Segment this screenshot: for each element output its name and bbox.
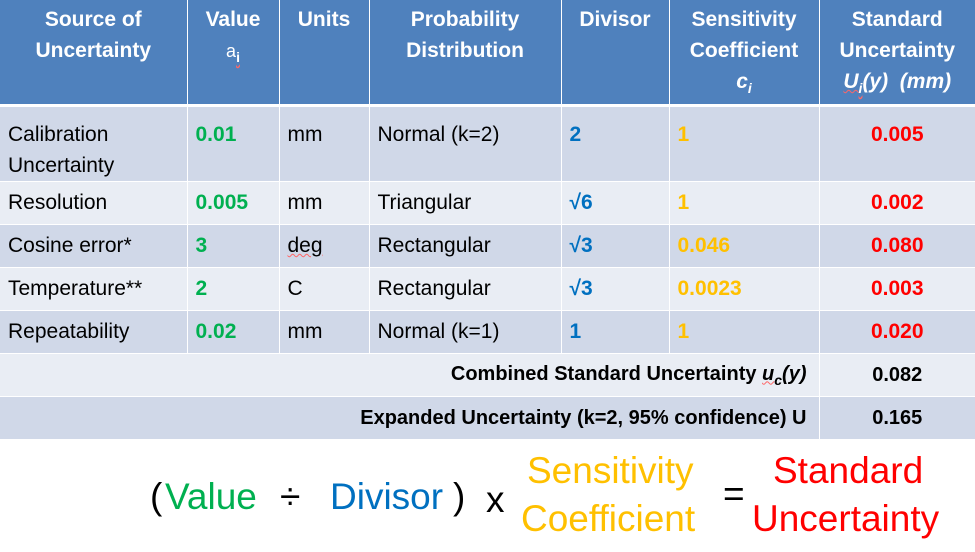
table-row: Cosine error* 3 deg Rectangular √3 0.046… xyxy=(0,224,975,269)
cell-divisor: 2 xyxy=(561,105,670,183)
uncertainty-table: Source of Uncertainty Value ai Units Pro… xyxy=(0,0,975,441)
header-standard: Standard Uncertainty Ui(y) (mm) xyxy=(819,0,975,108)
formula-sensitivity-line2: Coefficient xyxy=(521,498,696,539)
expanded-value: 0.165 xyxy=(819,396,975,441)
formula-times: x xyxy=(486,479,505,520)
uncertainty-formula: ( Value ÷ Divisor ) x Sensitivity Coeffi… xyxy=(0,446,975,552)
cell-units: mm xyxy=(279,105,370,183)
combined-row: Combined Standard Uncertainty uc(y) 0.08… xyxy=(0,353,975,398)
cell-divisor: √3 xyxy=(561,224,670,269)
header-row: Source of Uncertainty Value ai Units Pro… xyxy=(0,0,975,108)
cell-source: Repeatability xyxy=(0,310,188,355)
cell-standard: 0.002 xyxy=(819,181,975,226)
cell-standard: 0.020 xyxy=(819,310,975,355)
table-row: Resolution 0.005 mm Triangular √6 1 0.00… xyxy=(0,181,975,226)
cell-units: C xyxy=(279,267,370,312)
cell-standard: 0.005 xyxy=(819,105,975,183)
cell-sensitivity: 0.0023 xyxy=(669,267,820,312)
header-divisor: Divisor xyxy=(561,0,670,108)
formula-divisor: Divisor xyxy=(330,476,444,517)
cell-sensitivity: 0.046 xyxy=(669,224,820,269)
expanded-label: Expanded Uncertainty (k=2, 95% confidenc… xyxy=(0,396,820,441)
formula-value: Value xyxy=(165,476,257,517)
cell-distribution: Normal (k=2) xyxy=(369,105,562,183)
formula-open-paren: ( xyxy=(150,476,163,517)
formula-equals: = xyxy=(723,473,745,514)
header-source: Source of Uncertainty xyxy=(0,0,188,108)
cell-source: Calibration Uncertainty xyxy=(0,105,188,183)
table-row: Temperature** 2 C Rectangular √3 0.0023 … xyxy=(0,267,975,312)
cell-sensitivity: 1 xyxy=(669,310,820,355)
cell-units: mm xyxy=(279,310,370,355)
cell-value: 2 xyxy=(187,267,280,312)
cell-distribution: Normal (k=1) xyxy=(369,310,562,355)
expanded-row: Expanded Uncertainty (k=2, 95% confidenc… xyxy=(0,396,975,441)
header-distribution: Probability Distribution xyxy=(369,0,562,108)
cell-distribution: Triangular xyxy=(369,181,562,226)
cell-divisor: √3 xyxy=(561,267,670,312)
cell-value: 3 xyxy=(187,224,280,269)
cell-sensitivity: 1 xyxy=(669,181,820,226)
formula-divide: ÷ xyxy=(280,476,301,517)
formula-standard-line2: Uncertainty xyxy=(752,498,940,539)
header-units: Units xyxy=(279,0,370,108)
table-row: Calibration Uncertainty 0.01 mm Normal (… xyxy=(0,105,975,183)
cell-sensitivity: 1 xyxy=(669,105,820,183)
header-value: Value ai xyxy=(187,0,280,108)
cell-units: mm xyxy=(279,181,370,226)
formula-sensitivity-line1: Sensitivity xyxy=(527,450,694,491)
cell-divisor: √6 xyxy=(561,181,670,226)
combined-label: Combined Standard Uncertainty uc(y) xyxy=(0,353,820,398)
cell-distribution: Rectangular xyxy=(369,267,562,312)
formula-close-paren: ) xyxy=(453,476,466,517)
cell-standard: 0.080 xyxy=(819,224,975,269)
cell-divisor: 1 xyxy=(561,310,670,355)
cell-source: Cosine error* xyxy=(0,224,188,269)
table-row: Repeatability 0.02 mm Normal (k=1) 1 1 0… xyxy=(0,310,975,355)
formula-standard-line1: Standard xyxy=(773,450,924,491)
cell-source: Resolution xyxy=(0,181,188,226)
cell-distribution: Rectangular xyxy=(369,224,562,269)
header-sensitivity: Sensitivity Coefficient ci xyxy=(669,0,820,108)
cell-standard: 0.003 xyxy=(819,267,975,312)
cell-value: 0.005 xyxy=(187,181,280,226)
cell-value: 0.01 xyxy=(187,105,280,183)
cell-source: Temperature** xyxy=(0,267,188,312)
combined-value: 0.082 xyxy=(819,353,975,398)
cell-units: deg xyxy=(279,224,370,269)
cell-value: 0.02 xyxy=(187,310,280,355)
